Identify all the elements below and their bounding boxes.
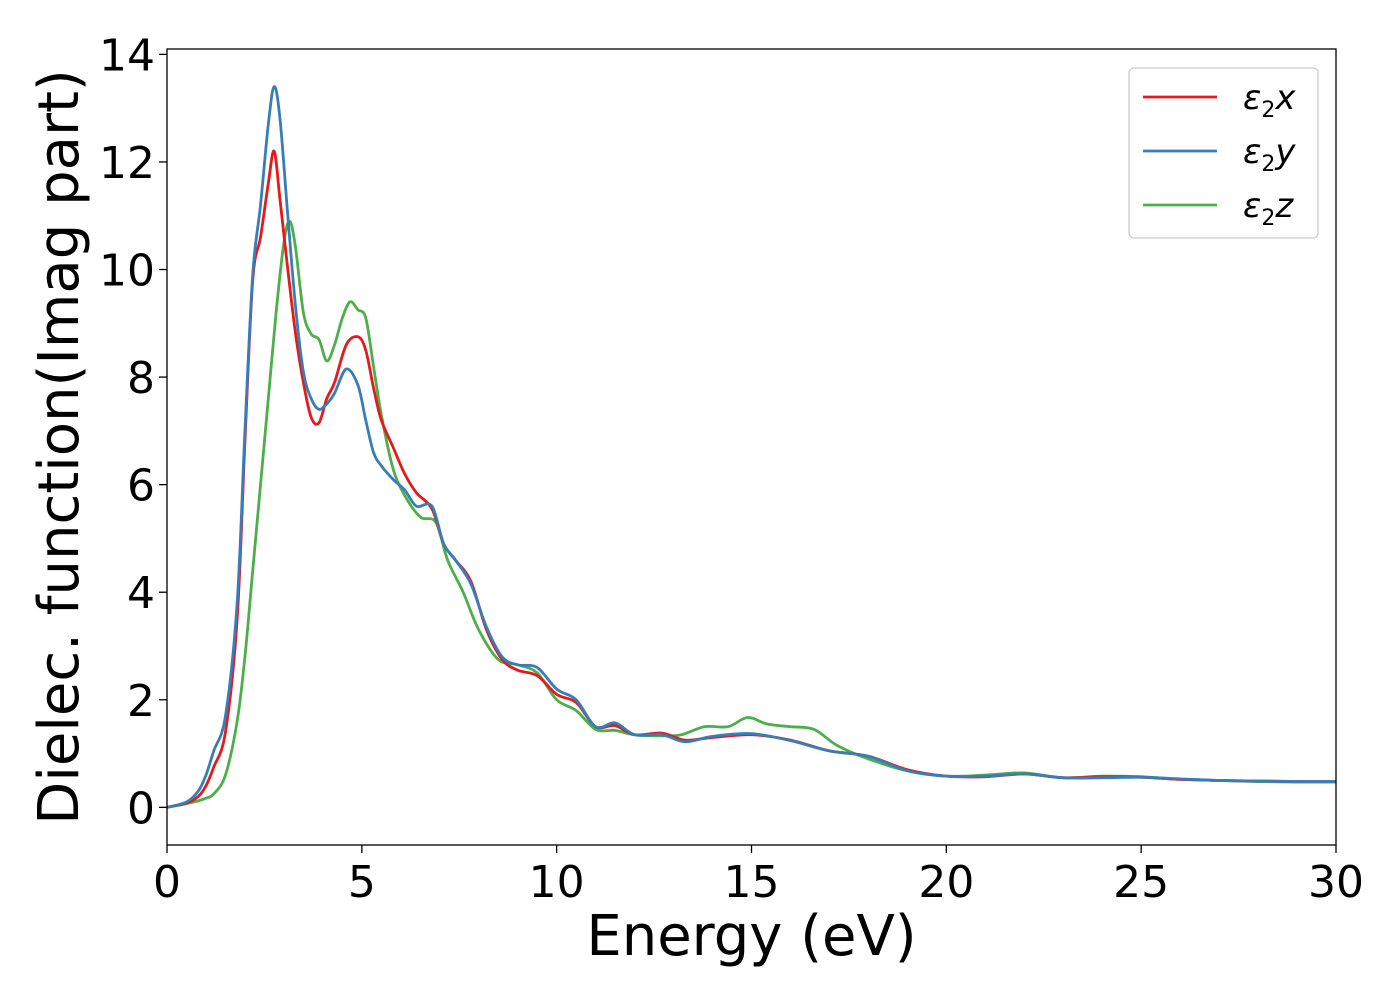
y-tick-label: 4	[127, 568, 155, 619]
x-axis-ticks: 0 5 10 15 20 25 30	[153, 845, 1364, 908]
x-tick-label: 15	[724, 857, 780, 908]
y-tick-label: 8	[127, 353, 155, 404]
x-axis-label: Energy (eV)	[586, 904, 916, 969]
x-tick-label: 0	[153, 857, 181, 908]
legend-entry-x: ε2x	[1143, 78, 1296, 123]
x-tick-label: 25	[1113, 857, 1169, 908]
series-line-z	[167, 219, 1336, 809]
legend: ε2x ε2y ε2z	[1128, 67, 1319, 239]
x-tick-label: 20	[918, 857, 974, 908]
plot-lines	[167, 85, 1336, 809]
y-axis-ticks: 0 2 4 6 8 10 12 14	[99, 30, 167, 834]
y-axis-label: Dielec. function(Imag part)	[27, 69, 92, 825]
series-line-y	[167, 85, 1336, 809]
legend-entry-y: ε2y	[1143, 132, 1296, 177]
series-line-x	[167, 149, 1336, 809]
y-tick-label: 12	[99, 138, 155, 189]
legend-box	[1128, 67, 1319, 239]
legend-entry-z: ε2z	[1143, 186, 1294, 231]
legend-label: ε2z	[1243, 186, 1294, 231]
y-tick-label: 10	[99, 246, 155, 297]
y-tick-label: 2	[127, 676, 155, 727]
y-tick-label: 0	[127, 783, 155, 834]
x-tick-label: 30	[1308, 857, 1364, 908]
legend-label: ε2x	[1243, 78, 1296, 123]
y-tick-label: 14	[99, 30, 155, 81]
y-tick-label: 6	[127, 461, 155, 512]
x-tick-label: 5	[348, 857, 376, 908]
x-tick-label: 10	[529, 857, 585, 908]
legend-label: ε2y	[1243, 132, 1296, 177]
